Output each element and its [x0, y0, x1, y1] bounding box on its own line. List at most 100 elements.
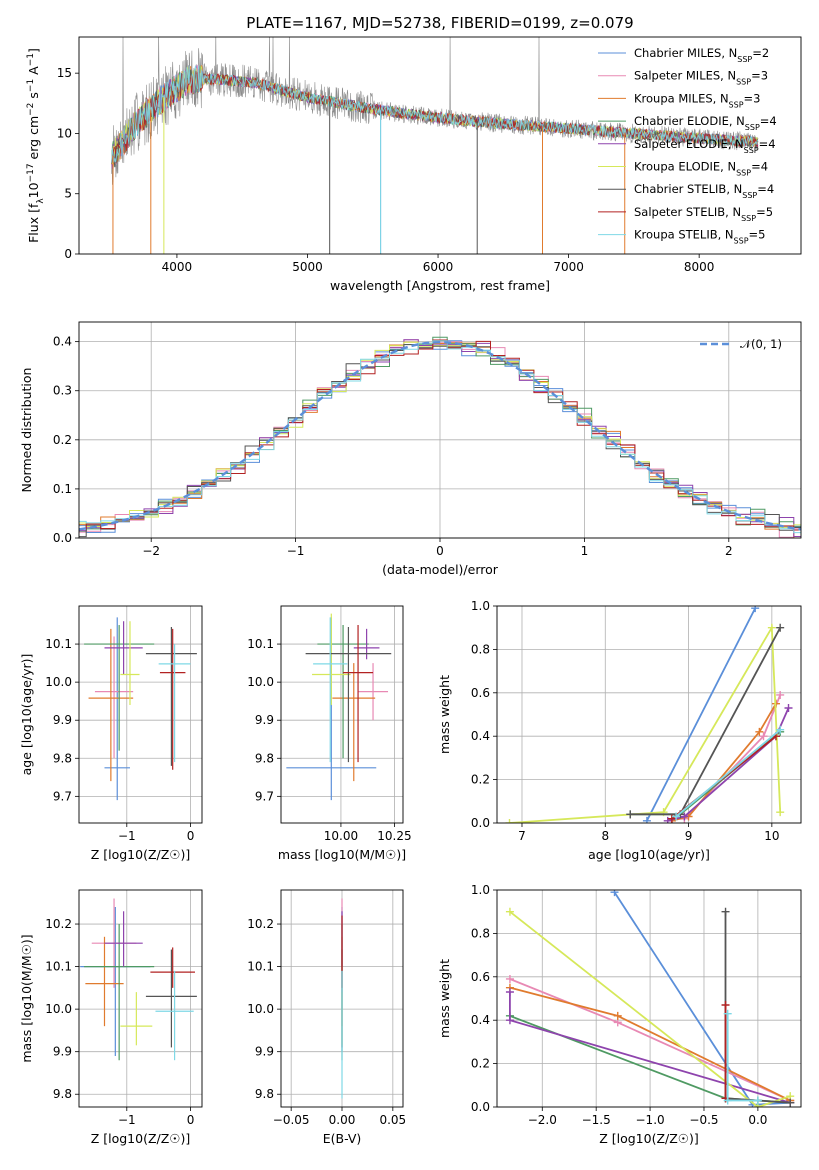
x-axis-label: Z [log10(Z/Z☉)] [599, 1131, 699, 1146]
legend-entry-count: =4 [759, 137, 776, 151]
y-tick-label: 9.7 [53, 789, 72, 803]
weight-point-marker [723, 1009, 732, 1018]
legend-entry-label: Kroupa MILES, N [634, 91, 729, 105]
x-axis-label: Z [log10(Z/Z☉)] [91, 1131, 191, 1146]
plot-frame [78, 321, 802, 539]
chart-mass-vs-ebv: −0.05 0.00 0.05 9.8 9.9 10.0 10.1 10.2 E(B-V) [247, 889, 406, 1146]
weight-point-marker [610, 890, 619, 897]
x-tick-label: 0.00 [329, 1113, 356, 1127]
y-tick-label: 9.8 [255, 1087, 274, 1101]
y-tick-label: 9.9 [53, 713, 72, 727]
legend-entry-subscript: SSP [742, 191, 757, 200]
x-tick-label: 0 [436, 544, 444, 558]
weight-point-marker [663, 816, 672, 823]
legend-entry-count: =4 [751, 160, 768, 174]
y-tick-label: 10 [57, 126, 72, 140]
weight-point-marker [505, 987, 514, 996]
y-tick-label: 0.1 [53, 482, 72, 496]
weight-point-marker [667, 814, 676, 823]
plot-frame [496, 605, 802, 824]
legend-entry: Salpeter MILES, NSSP=3 [634, 69, 768, 87]
legend-entry-subscript: SSP [741, 213, 756, 222]
model-spectrum-line [111, 65, 759, 163]
y-tick-label: 0.4 [471, 729, 490, 743]
weight-point-marker [767, 623, 776, 632]
weight-point-marker [784, 703, 793, 712]
y-axis-label-part: −1 [26, 53, 36, 66]
y-axis-label: Flux [fλ10−17 erg cm−2 s−1 A−1] [26, 48, 46, 243]
legend-entry-label: Kroupa ELODIE, N [634, 160, 736, 174]
weight-point-marker [751, 606, 760, 613]
x-axis-label: mass [log10(M/M☉)] [278, 847, 406, 862]
x-tick-label: −1 [118, 829, 136, 843]
y-tick-label: 1.0 [471, 599, 490, 613]
y-axis-label-part: ] [26, 48, 41, 53]
weight-point-marker [505, 907, 514, 916]
plot-area [79, 336, 801, 538]
legend-entry: 𝒩(0, 1) [740, 337, 782, 351]
y-tick-label: 10.0 [45, 1002, 72, 1016]
legend-entry: Kroupa STELIB, NSSP=5 [634, 228, 765, 246]
y-tick-label: 0.2 [471, 1057, 490, 1071]
y-tick-label: 9.9 [255, 713, 274, 727]
x-tick-label: 10.25 [377, 829, 411, 843]
y-tick-label: 0.6 [471, 970, 490, 984]
chart-age-vs-mass: 10.00 10.25 9.7 9.8 9.9 10.0 10.1 mass [log10(M… [247, 605, 412, 862]
y-tick-label: 0.6 [471, 686, 490, 700]
y-axis-label: mass weight [437, 675, 452, 754]
chart-weight-vs-z: −2.0 −1.5 −1.0 −0.5 0.0 0.0 0.2 0.4 0.6 0.8 1.0 Z [… [437, 883, 802, 1146]
weight-point-marker [759, 732, 768, 741]
weight-point-marker [721, 907, 730, 916]
y-tick-label: 10.1 [247, 960, 274, 974]
y-tick-label: 0.4 [53, 335, 72, 349]
y-tick-label: 0.2 [53, 433, 72, 447]
weight-point-marker [776, 808, 785, 817]
histogram-series [79, 344, 801, 538]
chart-residuals: −2 −1 0 1 2 0.0 0.1 0.2 0.3 0.4 (data-model)/error… [19, 321, 802, 577]
x-axis-label: (data-model)/error [382, 562, 499, 577]
y-axis-label: mass weight [437, 959, 452, 1038]
weight-point-marker [505, 1016, 514, 1025]
y-axis-label: Normed distribution [19, 368, 34, 493]
y-axis-label-part: −1 [26, 79, 36, 92]
x-tick-label: 2 [725, 544, 733, 558]
x-tick-label: 1 [581, 544, 589, 558]
plot-area [505, 606, 793, 823]
x-tick-label: −1 [287, 544, 305, 558]
weight-point-marker [723, 1096, 732, 1105]
weight-point-marker [505, 819, 514, 823]
plot-frame [280, 605, 404, 824]
y-axis-label-part: −17 [26, 163, 36, 182]
y-axis-label: age [log10(age/yr)] [19, 654, 34, 776]
legend-entry-label: Chabrier ELODIE, N [634, 114, 745, 128]
plot-frame [78, 36, 802, 255]
legend-entry-subscript: SSP [729, 100, 744, 109]
weight-point-marker [786, 1098, 795, 1107]
legend-entry-count: =3 [751, 69, 768, 83]
y-tick-label: 0 [64, 247, 72, 261]
y-axis-label-part: A [26, 66, 41, 79]
y-tick-label: 0.4 [471, 1013, 490, 1027]
chart-title: PLATE=1167, MJD=52738, FIBERID=0199, z=0… [246, 14, 633, 32]
legend-entry-subscript: SSP [734, 236, 749, 245]
legend-entry: Chabrier MILES, NSSP=2 [634, 46, 769, 64]
chart-spectrum: 4000 5000 6000 7000 8000 0 5 10 15 PLATE=1167, MJ… [26, 14, 802, 293]
plot-area [111, 37, 759, 254]
weight-series-line [675, 729, 781, 818]
x-axis-label: wavelength [Angstrom, rest frame] [330, 278, 550, 293]
chart-mass-vs-z: −1 0 9.8 9.9 10.0 10.1 10.2 Z [log10(Z/Z☉)] mass… [19, 889, 203, 1146]
y-tick-label: 0.2 [471, 773, 490, 787]
weight-point-marker [613, 1011, 622, 1020]
weight-point-marker [776, 623, 785, 632]
legend-entry-label: Salpeter MILES, N [634, 69, 736, 83]
x-tick-label: −2 [142, 544, 160, 558]
y-tick-label: 5 [64, 187, 72, 201]
legend-entry-count: =5 [749, 228, 766, 242]
x-tick-label: 9 [685, 829, 693, 843]
legend-entry-label: Salpeter STELIB, N [634, 205, 741, 219]
histogram-series [79, 336, 801, 532]
plot-frame [78, 605, 203, 824]
x-tick-label: 8000 [684, 260, 715, 274]
